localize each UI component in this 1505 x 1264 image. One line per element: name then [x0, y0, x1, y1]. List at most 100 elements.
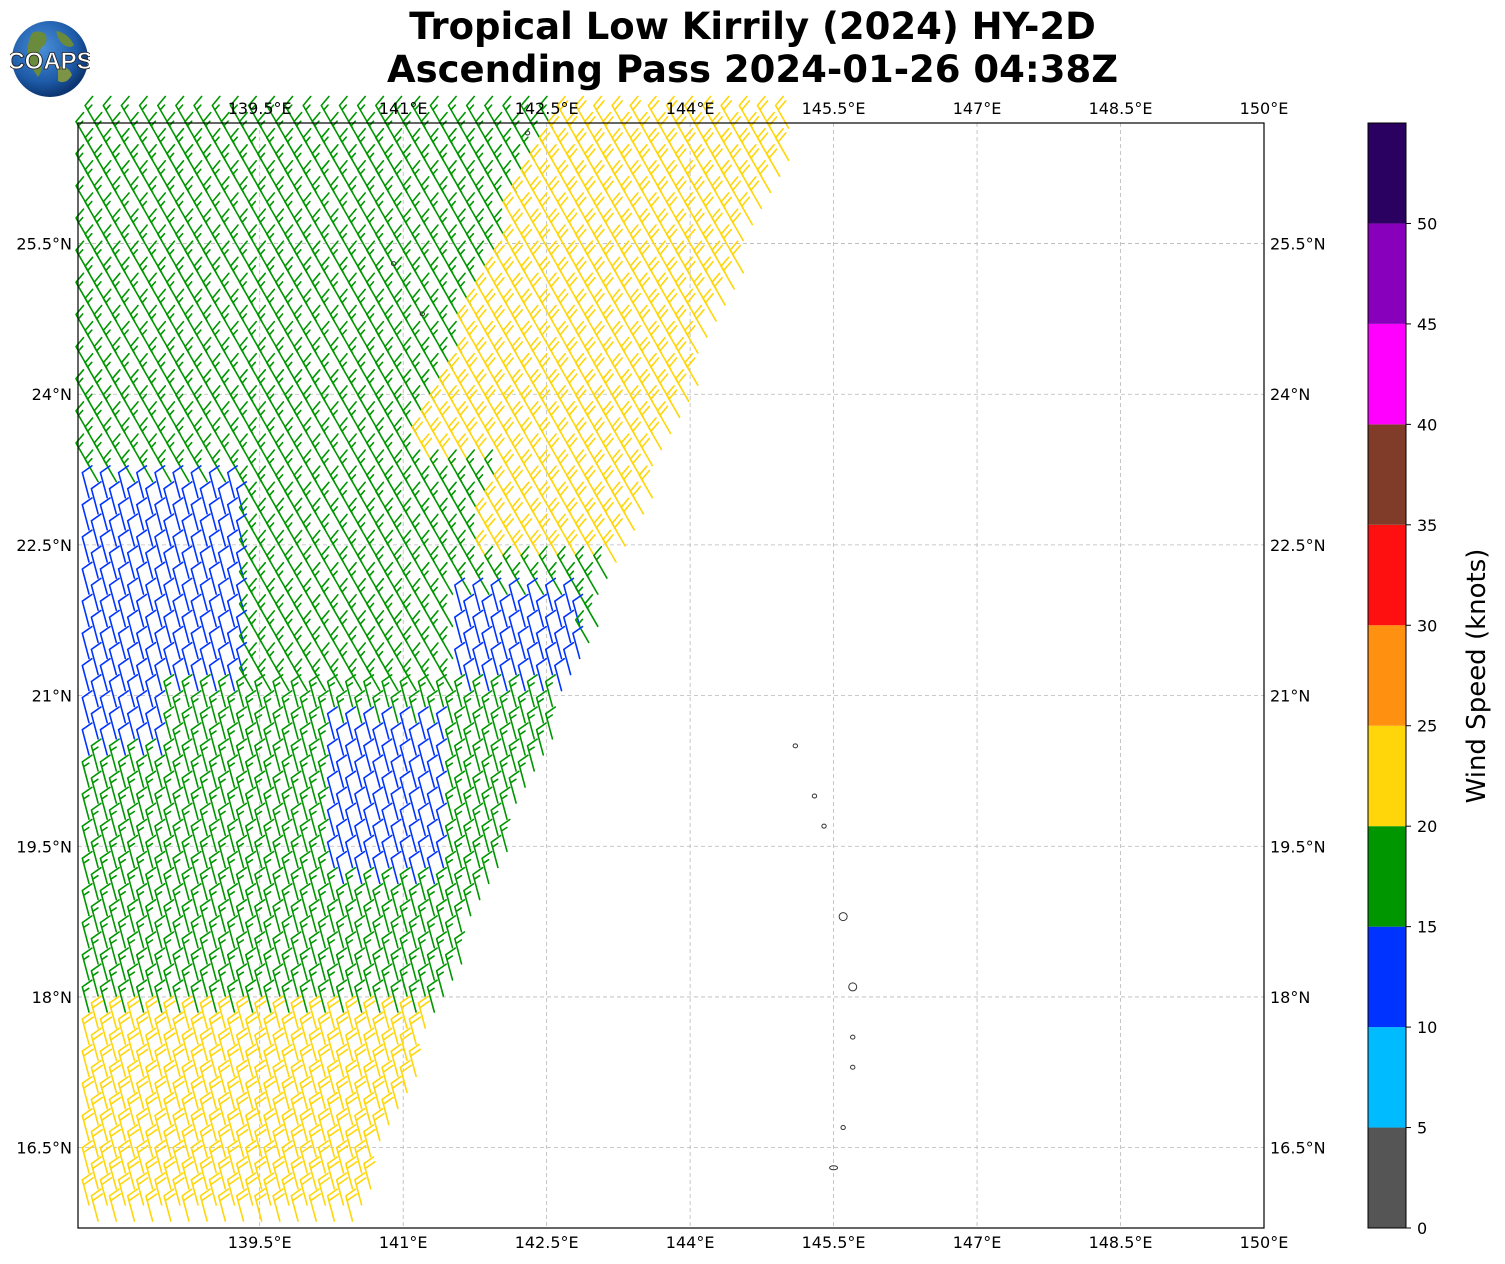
wind-barb — [284, 481, 299, 515]
wind-barb — [393, 449, 408, 483]
wind-barb — [266, 610, 281, 644]
wind-barb — [517, 754, 529, 788]
wind-barb — [90, 834, 102, 869]
wind-barb — [263, 947, 275, 981]
lon-tick-label-top: 145.5°E — [802, 99, 866, 118]
wind-barb — [338, 610, 354, 644]
wind-barb — [84, 449, 99, 483]
wind-barb — [338, 513, 354, 547]
wind-barb — [272, 738, 284, 772]
wind-barb — [147, 336, 163, 370]
wind-barb — [429, 256, 445, 290]
wind-barb — [390, 915, 402, 949]
wind-barb — [354, 722, 366, 756]
wind-barb — [426, 754, 438, 788]
wind-barb — [447, 481, 463, 515]
wind-barb — [199, 513, 211, 547]
wind-barb — [126, 1059, 140, 1094]
wind-barb — [217, 738, 229, 772]
wind-barb — [399, 674, 411, 708]
wind-barb — [611, 320, 626, 354]
wind-barb — [163, 1091, 176, 1126]
wind-barb — [299, 818, 311, 853]
wind-barb — [154, 625, 166, 660]
wind-barb — [417, 899, 429, 933]
wind-barb — [366, 111, 381, 145]
wind-barb — [326, 931, 338, 965]
wind-barb — [199, 641, 211, 676]
lat-tick-label-right: 25.5°N — [1270, 235, 1326, 254]
colorbar-tick-label: 40 — [1417, 415, 1437, 434]
wind-barb — [472, 738, 484, 772]
wind-barb — [208, 1140, 222, 1174]
wind-barb — [345, 1091, 358, 1126]
wind-barb — [145, 995, 158, 1029]
wind-barb — [317, 1075, 331, 1110]
wind-barb — [111, 144, 127, 177]
island-outline — [821, 823, 827, 829]
wind-barb — [181, 577, 193, 611]
wind-barb — [338, 192, 354, 226]
wind-barb — [272, 706, 284, 740]
wind-barb — [593, 385, 608, 419]
wind-barb — [335, 722, 348, 756]
wind-barb — [102, 320, 118, 354]
wind-barb — [172, 883, 184, 917]
wind-barb — [208, 657, 220, 692]
wind-barb — [308, 738, 320, 772]
wind-barb — [511, 369, 526, 403]
wind-barb — [93, 208, 108, 242]
island-outline — [848, 982, 858, 992]
wind-barb — [163, 866, 175, 901]
wind-barb — [547, 304, 563, 338]
wind-barb — [166, 272, 181, 306]
wind-barb — [284, 545, 299, 579]
wind-barb — [157, 224, 172, 258]
wind-barb — [484, 160, 499, 194]
wind-barb — [208, 947, 220, 981]
wind-barb — [217, 1059, 231, 1094]
wind-barb — [272, 1027, 285, 1061]
wind-barb — [90, 1124, 103, 1158]
wind-barb — [129, 401, 145, 435]
colorbar-bin — [1368, 725, 1406, 827]
wind-barb — [226, 1108, 240, 1142]
wind-barb — [674, 369, 690, 403]
wind-barb — [547, 561, 563, 595]
wind-barb — [375, 513, 390, 547]
wind-barb — [184, 272, 199, 306]
wind-barb — [447, 385, 463, 419]
wind-barb — [208, 1075, 222, 1110]
wind-barb — [574, 545, 590, 579]
wind-barb — [108, 1124, 122, 1158]
wind-barb — [320, 513, 336, 547]
wind-barb — [366, 208, 381, 242]
wind-barb — [629, 417, 645, 451]
wind-barb — [593, 417, 608, 451]
wind-barb — [347, 497, 363, 531]
wind-barb — [326, 706, 338, 740]
wind-barb — [647, 127, 663, 161]
wind-barb — [629, 160, 645, 194]
wind-barb — [108, 866, 120, 901]
wind-barb — [145, 738, 157, 772]
wind-barb — [302, 224, 317, 258]
wind-barb — [181, 899, 193, 933]
wind-barb — [272, 674, 284, 708]
wind-barb — [347, 626, 363, 660]
wind-barb — [338, 449, 354, 483]
wind-barb — [411, 545, 426, 579]
wind-barb — [372, 915, 384, 949]
wind-barb — [354, 690, 366, 724]
wind-barb — [245, 786, 257, 820]
wind-barb — [393, 256, 408, 290]
wind-barb — [181, 770, 193, 804]
wind-barb — [172, 1043, 185, 1078]
wind-barb — [120, 127, 136, 161]
wind-barb — [290, 738, 302, 772]
wind-barb — [145, 1059, 158, 1094]
wind-barb — [475, 240, 490, 274]
wind-barb — [138, 417, 154, 451]
wind-barb — [356, 256, 372, 290]
wind-barb — [308, 834, 320, 869]
